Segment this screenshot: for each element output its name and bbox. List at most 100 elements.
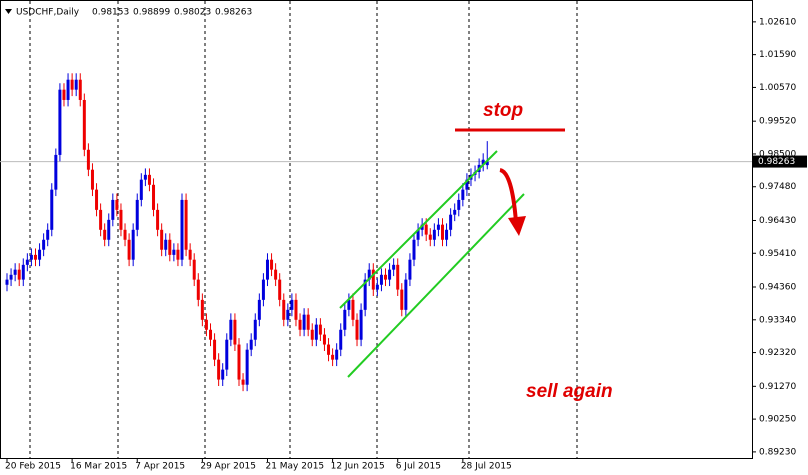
candle-body bbox=[392, 264, 396, 270]
candle-body bbox=[302, 314, 306, 330]
candle-body bbox=[400, 289, 404, 310]
candle-body bbox=[74, 79, 78, 90]
candle-body bbox=[111, 199, 115, 220]
candle-body bbox=[355, 319, 359, 340]
candle-body bbox=[204, 319, 208, 330]
header-icon bbox=[5, 9, 12, 14]
candle-body bbox=[217, 359, 221, 380]
candle-body bbox=[196, 279, 200, 300]
candle-body bbox=[192, 259, 196, 280]
candle-body bbox=[213, 339, 217, 360]
candle-body bbox=[241, 379, 245, 385]
x-tick-label: 12 Jun 2015 bbox=[331, 462, 385, 472]
candle-body bbox=[416, 229, 420, 240]
candle-body bbox=[38, 249, 42, 260]
candle-body bbox=[66, 79, 70, 100]
candle-body bbox=[33, 254, 37, 260]
candle-body bbox=[5, 279, 9, 285]
candle-body bbox=[253, 319, 257, 340]
x-tick-label: 28 Jul 2015 bbox=[461, 462, 512, 472]
candle-body bbox=[396, 264, 400, 290]
candle-body bbox=[62, 89, 66, 100]
candle-body bbox=[359, 309, 363, 340]
ohlc-low: 0.98023 bbox=[174, 8, 211, 18]
price-label: 0.98263 bbox=[758, 157, 795, 167]
candle-body bbox=[42, 239, 46, 250]
price-label-box bbox=[753, 155, 807, 168]
candle-body bbox=[294, 299, 298, 320]
y-tick-label: 0.90250 bbox=[759, 415, 796, 425]
candle-body bbox=[265, 259, 269, 280]
candle-body bbox=[432, 229, 436, 240]
candle-body bbox=[270, 259, 274, 270]
candle-body bbox=[310, 329, 314, 340]
candle-body bbox=[152, 184, 156, 210]
candle-body bbox=[339, 329, 343, 350]
candle-body bbox=[176, 249, 180, 260]
y-tick-label: 0.95410 bbox=[759, 249, 796, 259]
candle-body bbox=[221, 369, 225, 380]
candle-body bbox=[29, 254, 33, 260]
candle-body bbox=[335, 349, 339, 360]
candle-body bbox=[331, 354, 335, 360]
candle-body bbox=[54, 154, 58, 190]
candle-body bbox=[225, 339, 229, 370]
candle-body bbox=[172, 249, 176, 255]
candle-body bbox=[99, 209, 103, 230]
y-tick-label: 0.99520 bbox=[759, 117, 796, 127]
annotation: sell again bbox=[526, 381, 613, 402]
ohlc-open: 0.98153 bbox=[92, 8, 129, 18]
candle-body bbox=[351, 299, 355, 320]
x-tick-label: 6 Jul 2015 bbox=[396, 462, 441, 472]
y-tick-label: 0.98500 bbox=[759, 149, 796, 159]
candle-body bbox=[127, 239, 131, 260]
candle-body bbox=[58, 89, 62, 155]
candle-body bbox=[371, 269, 375, 290]
y-tick-label: 0.91270 bbox=[759, 382, 796, 392]
candle-body bbox=[306, 314, 310, 330]
candle-body bbox=[90, 169, 94, 190]
candle-body bbox=[290, 299, 294, 310]
candle-body bbox=[9, 274, 13, 280]
candle-body bbox=[119, 209, 123, 230]
candle-body bbox=[318, 324, 322, 335]
candle-body bbox=[363, 279, 367, 310]
candle-body bbox=[404, 279, 408, 310]
candle-body bbox=[184, 199, 188, 250]
candle-body bbox=[457, 199, 461, 210]
candle-body bbox=[233, 319, 237, 345]
candle-body bbox=[445, 229, 449, 240]
symbol: USDCHF,Daily bbox=[16, 8, 80, 18]
candle-body bbox=[229, 319, 233, 340]
y-tick-label: 0.92320 bbox=[759, 348, 796, 358]
x-tick-label: 7 Apr 2015 bbox=[135, 462, 185, 472]
candle-body bbox=[424, 224, 428, 235]
ohlc-high: 0.98899 bbox=[133, 8, 170, 18]
candle-body bbox=[408, 259, 412, 280]
arrow bbox=[499, 168, 518, 223]
candle-body bbox=[412, 239, 416, 260]
candle-body bbox=[440, 224, 444, 240]
annotation: stop bbox=[483, 100, 523, 121]
candle-body bbox=[388, 269, 392, 280]
candle-body bbox=[103, 229, 107, 240]
channel bbox=[339, 150, 525, 378]
candle-body bbox=[322, 334, 326, 345]
candle-body bbox=[282, 299, 286, 320]
period-separators bbox=[29, 1, 578, 458]
candle-body bbox=[327, 344, 331, 355]
candle-body bbox=[168, 239, 172, 255]
candle-body bbox=[78, 79, 82, 100]
y-tick-label: 1.02610 bbox=[759, 17, 796, 27]
candle-body bbox=[343, 309, 347, 330]
candle-body bbox=[449, 214, 453, 230]
candle-body bbox=[261, 279, 265, 300]
candle-body bbox=[95, 189, 99, 210]
candle-body bbox=[131, 229, 135, 260]
candle-body bbox=[257, 299, 261, 320]
candle-body bbox=[143, 174, 147, 180]
candle-body bbox=[13, 269, 17, 275]
candle-body bbox=[274, 269, 278, 280]
y-tick-label: 0.97480 bbox=[759, 182, 796, 192]
candle-body bbox=[135, 199, 139, 230]
